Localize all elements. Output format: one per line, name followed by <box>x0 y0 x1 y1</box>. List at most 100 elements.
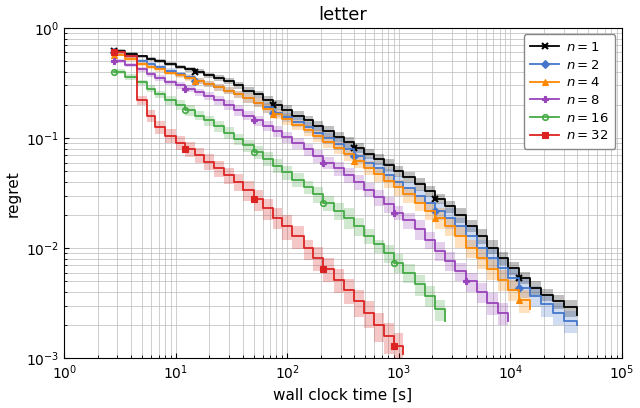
$n = 16$ <box>133 80 141 85</box>
$n = 1$ <box>399 175 407 180</box>
Line: $n = 4$: $n = 4$ <box>111 52 532 312</box>
$n = 8$ <box>269 129 277 134</box>
$n = 1$ <box>239 88 247 93</box>
$n = 2$ <box>191 78 199 83</box>
$n = 4$ <box>494 277 502 282</box>
$n = 2$ <box>473 246 481 251</box>
$n = 16$ <box>220 130 228 135</box>
$n = 2$ <box>340 147 348 152</box>
$n = 1$ <box>278 107 286 112</box>
$n = 4$ <box>110 52 118 57</box>
$n = 8$ <box>191 90 199 95</box>
$n = 8$ <box>300 147 307 152</box>
$n = 8$ <box>319 160 327 165</box>
$n = 32$ <box>300 246 307 251</box>
$n = 4$ <box>172 73 180 78</box>
$n = 4$ <box>200 82 208 86</box>
$n = 32$ <box>110 50 118 55</box>
X-axis label: wall clock time [s]: wall clock time [s] <box>273 388 413 402</box>
$n = 2$ <box>504 275 512 280</box>
$n = 2$ <box>431 208 438 213</box>
$n = 1$ <box>390 169 397 174</box>
$n = 4$ <box>390 184 397 189</box>
$n = 1$ <box>483 246 491 251</box>
$n = 1$ <box>560 305 568 310</box>
$n = 1$ <box>526 285 534 290</box>
$n = 1$ <box>370 157 378 162</box>
$n = 2$ <box>110 50 118 55</box>
$n = 8$ <box>370 195 378 200</box>
$n = 32$ <box>161 133 169 138</box>
$n = 16$ <box>360 233 368 238</box>
$n = 1$ <box>340 140 348 144</box>
$n = 1$ <box>309 123 317 128</box>
$n = 8$ <box>180 86 188 91</box>
$n = 2$ <box>288 120 296 124</box>
$n = 32$ <box>370 323 378 328</box>
$n = 32$ <box>133 98 141 103</box>
$n = 4$ <box>412 200 419 205</box>
$n = 4$ <box>180 75 188 80</box>
$n = 8$ <box>494 310 502 315</box>
Line: $n = 8$: $n = 8$ <box>111 58 511 324</box>
$n = 4$ <box>340 151 348 156</box>
$n = 8$ <box>259 123 266 128</box>
$n = 16$ <box>431 307 438 312</box>
$n = 8$ <box>451 269 459 274</box>
$n = 2$ <box>210 85 218 90</box>
$n = 16$ <box>300 184 307 189</box>
$n = 8$ <box>309 153 317 158</box>
$n = 8$ <box>110 59 118 64</box>
$n = 2$ <box>412 193 419 198</box>
$n = 1$ <box>431 197 438 202</box>
$n = 2$ <box>220 88 228 93</box>
$n = 8$ <box>380 202 388 207</box>
$n = 4$ <box>143 65 150 70</box>
$n = 16$ <box>420 293 428 298</box>
$n = 8$ <box>210 98 218 103</box>
$n = 32$ <box>180 146 188 151</box>
$n = 2$ <box>278 115 286 120</box>
$n = 8$ <box>220 102 228 107</box>
$n = 2$ <box>420 200 428 205</box>
$n = 1$ <box>473 233 481 238</box>
$n = 2$ <box>172 72 180 77</box>
$n = 4$ <box>473 255 481 260</box>
$n = 16$ <box>399 270 407 275</box>
$n = 1$ <box>330 134 337 139</box>
$n = 2$ <box>483 255 491 260</box>
$n = 4$ <box>526 307 534 312</box>
Y-axis label: regret: regret <box>6 170 20 217</box>
$n = 2$ <box>573 323 581 328</box>
$n = 32$ <box>121 54 129 59</box>
$n = 4$ <box>380 178 388 183</box>
$n = 2$ <box>121 54 129 59</box>
$n = 4$ <box>330 145 337 150</box>
$n = 2$ <box>515 285 523 290</box>
$n = 2$ <box>462 233 470 238</box>
$n = 2$ <box>133 59 141 64</box>
$n = 8$ <box>278 135 286 140</box>
$n = 4$ <box>121 57 129 62</box>
$n = 16$ <box>161 98 169 103</box>
$n = 1$ <box>151 59 159 64</box>
$n = 2$ <box>239 96 247 101</box>
$n = 8$ <box>360 187 368 192</box>
$n = 32$ <box>259 206 266 211</box>
$n = 8$ <box>431 248 438 253</box>
$n = 4$ <box>250 100 257 105</box>
$n = 16$ <box>319 200 327 205</box>
$n = 32$ <box>191 153 199 157</box>
$n = 4$ <box>220 88 228 93</box>
$n = 1$ <box>380 162 388 167</box>
$n = 32$ <box>380 333 388 338</box>
$n = 16$ <box>351 223 358 228</box>
$n = 1$ <box>573 312 581 317</box>
$n = 2$ <box>370 166 378 171</box>
$n = 8$ <box>399 218 407 223</box>
$n = 16$ <box>340 215 348 220</box>
$n = 4$ <box>431 215 438 220</box>
$n = 2$ <box>180 74 188 79</box>
$n = 4$ <box>259 106 266 111</box>
$n = 32$ <box>210 166 218 171</box>
